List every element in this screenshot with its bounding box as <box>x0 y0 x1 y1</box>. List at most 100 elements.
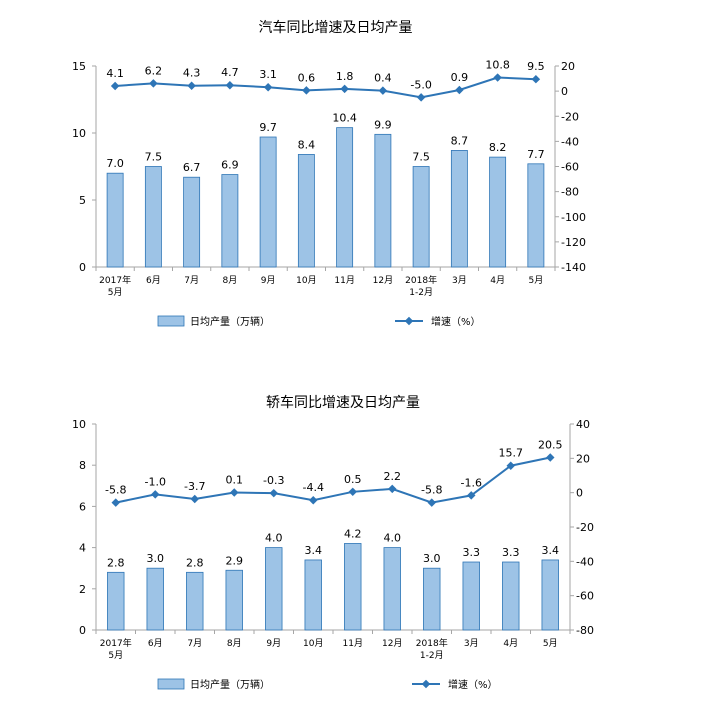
growth-point <box>187 81 196 90</box>
growth-point <box>263 82 273 92</box>
right-tick-label: -80 <box>561 186 579 199</box>
left-tick-label: 2 <box>79 583 86 596</box>
growth-value-label: 20.5 <box>538 438 563 451</box>
bar <box>221 174 239 268</box>
bar-value-label: 8.2 <box>489 141 507 154</box>
x-category-label: 11月 <box>343 638 363 649</box>
growth-point <box>506 461 515 470</box>
growth-point <box>493 73 502 82</box>
bar-value-label: 8.4 <box>298 138 316 151</box>
bar <box>144 166 162 268</box>
x-category-label: 6月 <box>148 638 163 649</box>
right-tick-label: -120 <box>561 236 586 249</box>
growth-point <box>225 80 235 90</box>
growth-point <box>190 494 199 504</box>
growth-point <box>378 86 388 95</box>
growth-point <box>416 93 426 102</box>
bar <box>344 543 362 631</box>
growth-point <box>467 491 476 500</box>
growth-point <box>110 81 120 91</box>
left-tick-label: 0 <box>79 261 86 274</box>
bar <box>183 176 201 268</box>
growth-line <box>115 76 536 99</box>
bar-value-label: 2.9 <box>226 554 244 567</box>
x-category-label: 7月 <box>184 275 199 286</box>
left-tick-label: 10 <box>72 127 86 140</box>
bar <box>412 166 430 268</box>
growth-point <box>111 498 120 507</box>
growth-value-label: -0.3 <box>263 474 284 487</box>
x-category-label: 8月 <box>227 638 242 649</box>
growth-value-label: 0.5 <box>344 473 362 486</box>
x-category-label: 9月 <box>261 275 276 286</box>
x-category-label: 5月 <box>108 650 123 661</box>
bar-value-label: 4.2 <box>344 527 362 540</box>
left-tick-label: 8 <box>79 459 86 472</box>
x-category-label: 2018年 <box>416 637 448 649</box>
growth-value-label: 3.1 <box>259 68 277 81</box>
growth-value-label: 10.8 <box>485 59 510 72</box>
legend-line-label: 增速（%） <box>431 315 481 328</box>
growth-value-label: 0.9 <box>451 71 469 84</box>
right-tick-label: -60 <box>561 161 579 174</box>
growth-point <box>269 488 278 498</box>
bar <box>527 163 545 268</box>
bar <box>297 154 315 268</box>
growth-value-label: 4.1 <box>106 67 124 80</box>
legend-line-marker <box>404 316 414 326</box>
left-tick-label: 4 <box>79 542 86 555</box>
growth-point <box>309 495 318 505</box>
right-tick-label: -100 <box>561 211 586 224</box>
sedan-chart-svg: 轿车同比增速及日均产量 0 2 4 6 8 10 40 20 0 -20 -40 -60 -80 2017年… <box>72 394 594 691</box>
bar-value-label: 3.0 <box>423 552 441 565</box>
right-tick-label: -80 <box>576 624 594 637</box>
bar-value-label: 3.4 <box>542 544 560 557</box>
x-category-label: 3月 <box>452 275 467 286</box>
growth-value-label: -5.0 <box>410 78 431 91</box>
bar-value-label: 4.0 <box>265 532 283 545</box>
bar-value-label: 3.3 <box>463 546 481 559</box>
x-category-label: 4月 <box>503 638 518 649</box>
growth-point <box>230 488 239 497</box>
bar <box>259 136 277 268</box>
growth-value-label: 4.7 <box>221 66 239 79</box>
bar <box>423 567 441 631</box>
growth-value-label: 9.5 <box>527 60 545 73</box>
bar <box>146 567 164 631</box>
left-tick-label: 0 <box>79 624 86 637</box>
growth-value-label: -4.4 <box>303 481 324 494</box>
growth-point <box>151 490 160 499</box>
x-category-label: 12月 <box>382 638 402 649</box>
legend-bar-swatch <box>157 678 185 690</box>
x-category-label: 2018年 <box>405 274 437 286</box>
growth-value-label: 15.7 <box>499 447 524 460</box>
bar-value-label: 7.0 <box>106 157 124 170</box>
bar-value-label: 2.8 <box>107 556 125 569</box>
growth-line <box>115 456 551 504</box>
x-category-label: 1-2月 <box>409 287 433 298</box>
growth-value-label: 0.1 <box>226 473 244 486</box>
growth-point <box>531 74 541 84</box>
bar-value-label: 10.4 <box>332 112 357 125</box>
growth-value-label: 0.4 <box>374 72 392 85</box>
x-category-label: 10月 <box>303 638 323 649</box>
bar <box>489 156 507 268</box>
growth-value-label: -5.8 <box>421 484 442 497</box>
legend-bar-label: 日均产量（万辆） <box>190 678 270 691</box>
right-tick-label: -140 <box>561 261 586 274</box>
bar-value-label: 6.7 <box>183 161 201 174</box>
x-category-label: 1-2月 <box>420 650 444 661</box>
right-tick-label: -60 <box>576 590 594 603</box>
x-category-label: 5月 <box>108 287 123 298</box>
x-category-label: 5月 <box>543 638 558 649</box>
sedan-chart: 轿车同比增速及日均产量 0 2 4 6 8 10 40 20 0 -20 -40 -60 -80 2017年… <box>0 380 716 711</box>
right-tick-label: -40 <box>561 135 579 148</box>
growth-value-label: -1.0 <box>145 475 166 488</box>
sedan-chart-title: 轿车同比增速及日均产量 <box>266 394 420 411</box>
growth-value-label: 6.2 <box>145 64 163 77</box>
bar <box>304 559 322 631</box>
bar-value-label: 2.8 <box>186 556 204 569</box>
bar-value-label: 7.5 <box>412 151 430 164</box>
growth-point <box>149 79 158 88</box>
x-category-label: 3月 <box>464 638 479 649</box>
